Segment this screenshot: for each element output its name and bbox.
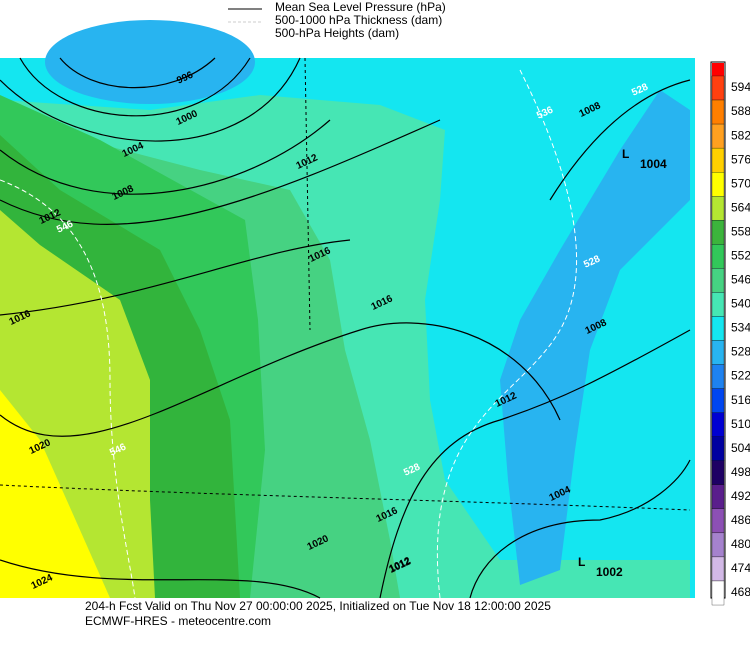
colorbar-box bbox=[711, 412, 725, 437]
height-lines bbox=[0, 57, 691, 511]
colorbar-box bbox=[711, 220, 725, 245]
isobar bbox=[0, 119, 331, 195]
colorbar-label: 564 bbox=[731, 200, 750, 214]
legend: Mean Sea Level Pressure (hPa) 500-1000 h… bbox=[228, 0, 446, 40]
legend-label: 500-1000 hPa Thickness (dam) bbox=[275, 13, 442, 27]
colorbar-box bbox=[711, 99, 725, 125]
isobar bbox=[549, 79, 691, 201]
colorbar-box bbox=[711, 556, 725, 582]
legend-label: Mean Sea Level Pressure (hPa) bbox=[275, 0, 446, 14]
thickness-line bbox=[0, 179, 136, 599]
isobar bbox=[0, 119, 441, 225]
colorbar-box bbox=[711, 75, 725, 101]
colorbar-label: 576 bbox=[731, 152, 750, 166]
colorbar-box bbox=[711, 268, 725, 293]
thickness-line bbox=[436, 69, 578, 599]
legend-label: 500-hPa Heights (dam) bbox=[275, 26, 399, 40]
colorbar-label: 582 bbox=[731, 128, 750, 142]
colorbar-label: 546 bbox=[731, 273, 750, 287]
colorbar-label: 480 bbox=[731, 537, 750, 551]
colorbar-box bbox=[711, 508, 725, 534]
colorbar-box bbox=[711, 388, 725, 413]
colorbar-box bbox=[711, 196, 725, 221]
colorbar-box bbox=[711, 292, 725, 317]
isobar bbox=[59, 57, 216, 89]
colorbar-label: 588 bbox=[731, 104, 750, 118]
map: 9961000100410081012101610201024100810121… bbox=[0, 20, 695, 599]
isobar bbox=[469, 459, 691, 599]
colorbar-box bbox=[711, 364, 725, 389]
colorbar-box bbox=[711, 147, 725, 173]
colorbar-label: 492 bbox=[731, 489, 750, 503]
isobar bbox=[379, 329, 691, 599]
colorbar-box bbox=[711, 316, 725, 341]
footer-line: ECMWF-HRES - meteocentre.com bbox=[85, 614, 271, 628]
thickness-lines bbox=[0, 69, 578, 599]
colorbar-box bbox=[711, 123, 725, 149]
colorbar-label: 540 bbox=[731, 297, 750, 311]
colorbar-label: 474 bbox=[731, 561, 750, 575]
colorbar-box bbox=[711, 436, 725, 461]
low-value: 1004 bbox=[640, 157, 667, 171]
colorbar-label: 534 bbox=[731, 321, 750, 335]
low-letter: L bbox=[622, 147, 629, 161]
isobar bbox=[0, 57, 301, 142]
colorbar-box bbox=[711, 172, 725, 197]
height-line bbox=[0, 484, 691, 511]
field-528 bbox=[500, 90, 690, 585]
footer-line: 204-h Fcst Valid on Thu Nov 27 00:00:00 … bbox=[85, 599, 551, 613]
colorbar-box bbox=[712, 63, 724, 76]
low-letter: L bbox=[578, 555, 585, 569]
colorbar-label: 558 bbox=[731, 224, 750, 238]
isobars bbox=[0, 57, 691, 599]
isobar bbox=[0, 239, 351, 316]
colorbar-label: 552 bbox=[731, 249, 750, 263]
isobar bbox=[0, 559, 321, 599]
colorbar-label: 570 bbox=[731, 176, 750, 190]
colorbar-label: 504 bbox=[731, 441, 750, 455]
colorbar-label: 522 bbox=[731, 369, 750, 383]
colorbar-label: 510 bbox=[731, 417, 750, 431]
colorbar-box bbox=[711, 244, 725, 269]
field-570 bbox=[0, 390, 110, 598]
colorbar-label: 528 bbox=[731, 345, 750, 359]
colorbar-box bbox=[711, 580, 725, 606]
colorbar-box bbox=[711, 340, 725, 365]
low-value: 1002 bbox=[596, 565, 623, 579]
isobar bbox=[19, 57, 251, 117]
colorbar-label: 468 bbox=[731, 585, 750, 599]
colorbar-label: 516 bbox=[731, 393, 750, 407]
colorbar-box bbox=[711, 460, 725, 485]
colorbar-box bbox=[711, 484, 725, 509]
colorbar-label: 498 bbox=[731, 465, 750, 479]
colorbar-label: 486 bbox=[731, 513, 750, 527]
field-528 bbox=[45, 20, 255, 104]
isobar bbox=[0, 322, 561, 437]
colorbar-label: 594 bbox=[731, 80, 750, 94]
colorbar-box bbox=[711, 532, 725, 558]
